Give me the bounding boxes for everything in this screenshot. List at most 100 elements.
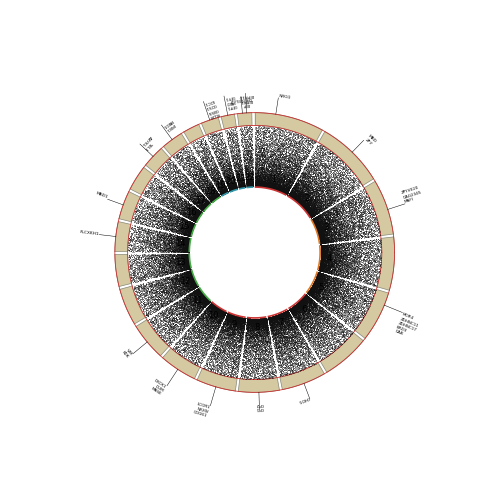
Point xyxy=(218,176,226,184)
Point xyxy=(286,192,294,200)
Point xyxy=(281,363,289,371)
Point xyxy=(213,350,221,358)
Point xyxy=(332,265,340,273)
Point xyxy=(342,239,350,247)
Point xyxy=(277,334,285,342)
Point xyxy=(236,162,244,170)
Point xyxy=(316,236,324,244)
Point xyxy=(185,252,193,260)
Point xyxy=(191,278,199,286)
Point xyxy=(195,200,203,207)
Point xyxy=(185,258,193,266)
Point xyxy=(178,188,186,196)
Point xyxy=(184,262,192,270)
Point xyxy=(311,354,319,362)
Point xyxy=(185,245,193,253)
Point xyxy=(230,318,238,326)
Point xyxy=(188,276,196,284)
Point xyxy=(307,207,315,215)
Point xyxy=(333,252,341,260)
Point xyxy=(197,210,205,218)
Point xyxy=(287,186,295,194)
Point xyxy=(204,192,212,200)
Point xyxy=(184,252,192,260)
Point xyxy=(278,324,286,332)
Point xyxy=(206,333,214,341)
Point xyxy=(177,226,185,234)
Point xyxy=(312,284,320,292)
Point xyxy=(282,308,290,316)
Point xyxy=(288,175,296,183)
Point xyxy=(328,296,336,304)
Point xyxy=(264,314,272,322)
Point xyxy=(293,362,301,370)
Point xyxy=(298,202,306,210)
Point xyxy=(258,182,266,190)
Point xyxy=(317,250,325,258)
Point xyxy=(304,288,312,296)
Point xyxy=(304,300,312,308)
Point xyxy=(314,272,322,280)
Point xyxy=(252,314,260,322)
Point xyxy=(214,176,222,184)
Point xyxy=(173,236,181,244)
Point xyxy=(305,174,313,182)
Point xyxy=(211,188,219,196)
Point xyxy=(258,182,266,190)
Point xyxy=(184,243,192,251)
Point xyxy=(317,312,325,320)
Point xyxy=(195,284,203,292)
Point xyxy=(269,312,277,320)
Point xyxy=(198,290,206,298)
Point xyxy=(177,222,185,230)
Point xyxy=(200,204,208,212)
Point xyxy=(260,154,268,162)
Point xyxy=(195,212,203,220)
Point xyxy=(189,276,197,284)
Point xyxy=(318,241,326,249)
Point xyxy=(313,272,321,280)
Point xyxy=(282,190,290,198)
Point xyxy=(295,196,303,204)
Point xyxy=(361,282,369,290)
Point xyxy=(236,179,244,187)
Point xyxy=(244,181,251,189)
Point xyxy=(345,270,353,278)
Point xyxy=(338,156,346,164)
Point xyxy=(317,264,325,272)
Point xyxy=(283,171,291,179)
Point xyxy=(181,240,189,248)
Point xyxy=(188,182,196,190)
Point xyxy=(255,160,263,168)
Point xyxy=(231,166,239,174)
Point xyxy=(321,282,329,290)
Point xyxy=(190,222,198,230)
Point xyxy=(266,313,274,321)
Point xyxy=(267,154,275,162)
Point xyxy=(181,302,189,310)
Point xyxy=(281,189,289,197)
Point xyxy=(216,304,224,312)
Point xyxy=(203,349,211,357)
Point xyxy=(299,188,307,196)
Point xyxy=(318,254,326,262)
Point xyxy=(212,178,220,186)
Point xyxy=(203,298,211,306)
Point xyxy=(167,327,175,335)
Point xyxy=(295,302,303,310)
Point xyxy=(260,168,268,175)
Point xyxy=(310,304,318,312)
Point xyxy=(201,294,209,302)
Point xyxy=(192,215,200,223)
Point xyxy=(331,284,339,292)
Point xyxy=(225,314,233,322)
Point xyxy=(232,185,240,193)
Point xyxy=(297,186,305,194)
Point xyxy=(189,288,197,296)
Point xyxy=(312,224,320,232)
Point xyxy=(184,258,192,266)
Point xyxy=(251,182,259,190)
Point xyxy=(315,268,323,276)
Point xyxy=(305,356,313,364)
Point xyxy=(185,253,193,261)
